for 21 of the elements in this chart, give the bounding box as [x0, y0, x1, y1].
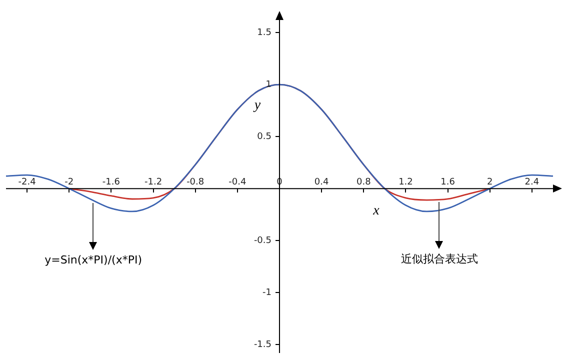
x-axis-title: x: [372, 203, 380, 218]
y-tick-label: -0.5: [254, 236, 272, 246]
y-tick-label: 0.5: [257, 132, 272, 142]
x-tick-label: 1.2: [398, 177, 413, 188]
x-tick-label: -1.6: [102, 177, 120, 188]
x-tick-label: 1.6: [440, 177, 456, 188]
x-tick-label: 0.4: [314, 177, 329, 188]
y-tick-label: -1.5: [254, 340, 272, 350]
x-tick-label: -2.4: [18, 177, 36, 188]
x-tick-label: 2: [487, 177, 493, 188]
annotation: y=Sin(x*PI)/(x*PI): [44, 253, 142, 266]
x-tick-label: -0.4: [228, 177, 246, 188]
x-tick-label: 0.8: [356, 177, 372, 188]
x-tick-label: 2.4: [524, 177, 540, 188]
annotation: 近似拟合表达式: [400, 252, 478, 266]
x-tick-label: -0.8: [186, 177, 204, 188]
x-tick-label: -2: [64, 177, 74, 188]
y-tick-label: 1.5: [257, 28, 272, 38]
x-tick-label: -1.2: [144, 177, 162, 188]
y-axis-title: y: [252, 98, 262, 114]
y-tick-label: -1: [262, 288, 272, 298]
